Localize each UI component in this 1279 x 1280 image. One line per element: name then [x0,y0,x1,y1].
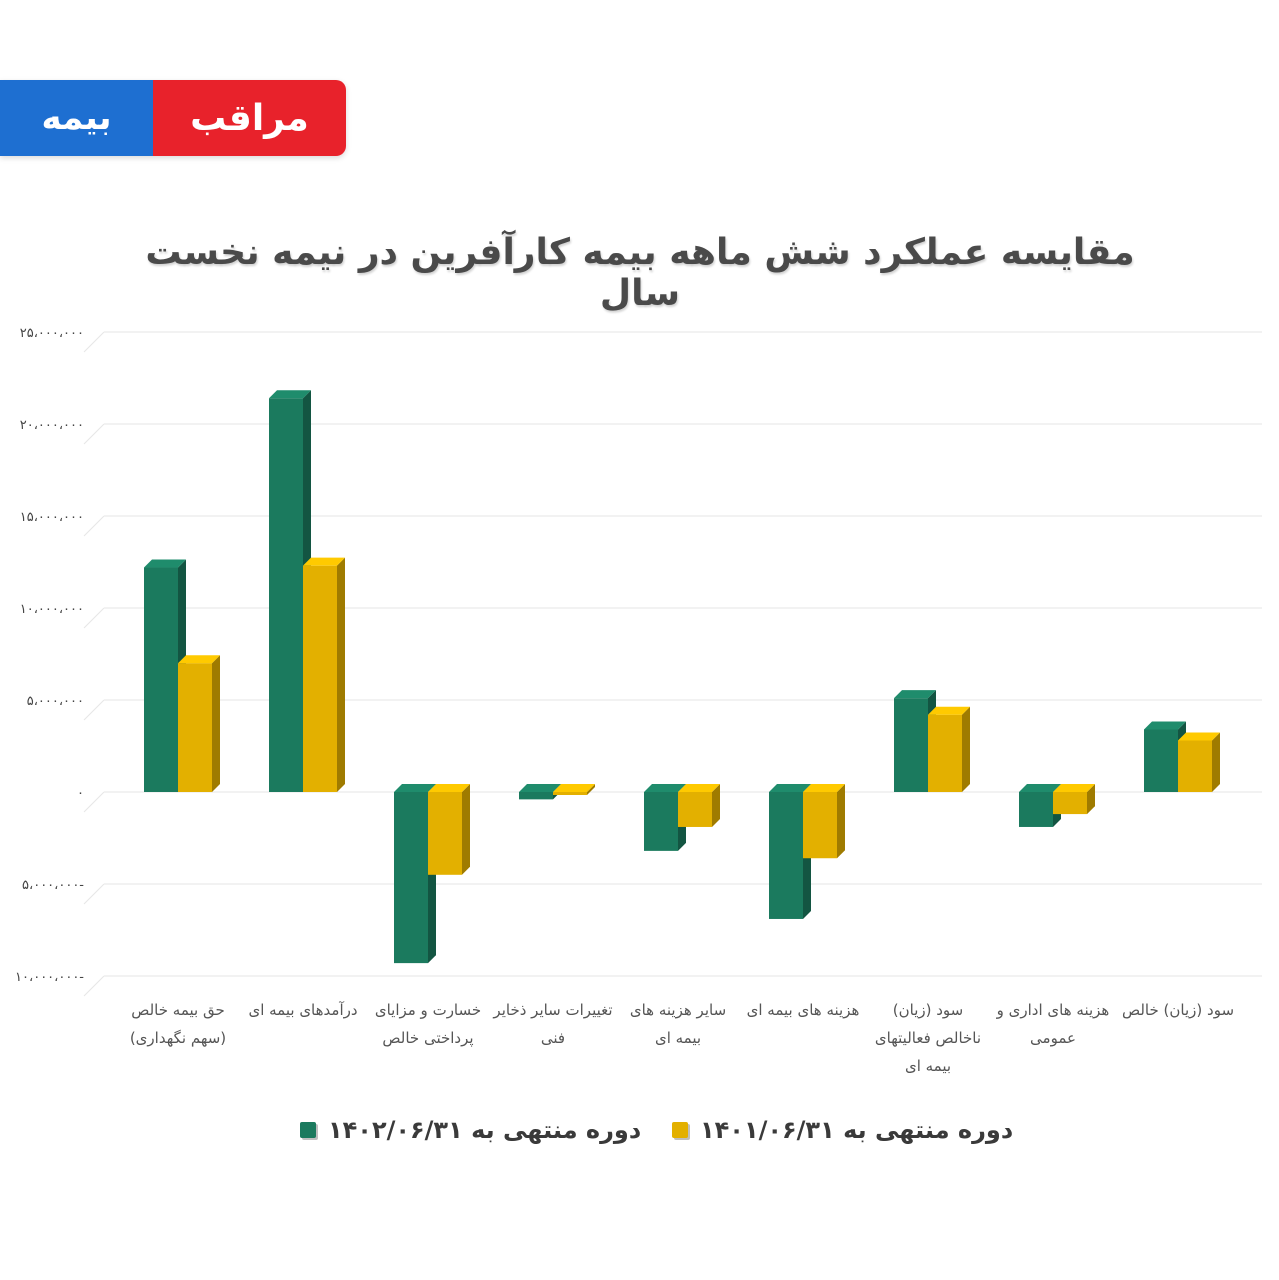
gridline-depth [83,883,105,905]
bar-top-0-7 [1019,784,1061,792]
bar-0-5 [769,792,803,919]
bar-top-1-5 [803,784,845,792]
bar-top-1-2 [428,784,470,792]
logo-red-part: مراقب [153,80,346,156]
y-tick-label: ۵،۰۰۰،۰۰۰ [27,694,84,709]
bar-1-7 [1053,792,1087,815]
bar-1-3 [553,792,587,795]
bar-0-1 [269,398,303,792]
gridline-depth [83,791,105,813]
brand-logo: بیمه مراقب [0,80,346,156]
x-category-label: سود (زیان) خالص [1121,1001,1235,1019]
bar-1-5 [803,792,837,859]
x-category-label: تغییرات سایر ذخایر فنی [493,1001,613,1047]
bar-side-1-2 [462,784,470,875]
bar-top-0-1 [269,390,311,399]
bar-1-8 [1178,740,1212,792]
bar-0-6 [894,698,928,792]
bar-side-1-4 [712,784,720,827]
bar-top-1-1 [303,557,345,566]
bar-side-1-5 [837,784,845,859]
bar-1-1 [303,565,337,792]
x-category-label: درآمدهای بیمه ای [248,1001,358,1019]
bar-top-0-3 [519,784,561,792]
bar-top-1-3 [553,784,595,792]
legend-item-1401: دوره منتهی به ۱۴۰۱/۰۶/۳۱ [672,1116,1013,1144]
y-tick-label: ۰ [77,786,84,801]
gridline-depth [83,699,105,721]
bar-side-1-6 [962,706,970,792]
bar-side-1-8 [1212,732,1220,792]
bar-top-0-8 [1144,721,1186,730]
bar-top-0-4 [644,784,686,792]
legend-swatch-yellow [672,1122,688,1138]
chart-title: مقایسه عملکرد شش ماهه بیمه کارآفرین در ن… [145,232,1135,314]
bar-side-1-7 [1087,784,1095,815]
gridline-depth [83,607,105,629]
gridline-depth [83,975,105,997]
logo-blue-part: بیمه [0,80,153,156]
bar-side-1-0 [212,655,220,792]
bar-top-0-6 [894,690,936,699]
legend-label-1402: دوره منتهی به ۱۴۰۲/۰۶/۳۱ [328,1116,642,1144]
bar-1-2 [428,792,462,875]
gridline-depth [83,515,105,537]
bar-top-1-4 [678,784,720,792]
legend-swatch-green [300,1122,316,1138]
y-tick-label: ۱۰،۰۰۰،۰۰۰ [20,602,84,617]
gridline-depth [83,331,105,353]
y-tick-label: ۱۰،۰۰۰،۰۰۰- [15,970,84,985]
bar-top-0-2 [394,784,436,792]
bar-1-0 [178,663,212,792]
x-category-label: سود (زیان) ناخالص فعالیتهای بیمه ای [874,1001,982,1075]
bar-top-1-8 [1178,732,1220,741]
y-tick-label: ۲۵،۰۰۰،۰۰۰ [20,326,84,341]
x-category-label: هزینه های بیمه ای [746,1001,860,1019]
bar-side-1-1 [337,557,345,792]
bar-top-0-0 [144,559,186,568]
gridline-depth [83,423,105,445]
bar-side-1-3 [587,784,595,795]
y-tick-label: ۵،۰۰۰،۰۰۰- [22,878,84,893]
legend: دوره منتهی به ۱۴۰۲/۰۶/۳۱ دوره منتهی به ۱… [0,1110,1279,1154]
bar-top-0-5 [769,784,811,792]
bar-top-1-7 [1053,784,1095,792]
bar-top-1-6 [928,706,970,715]
bar-0-7 [1019,792,1053,827]
bar-0-8 [1144,729,1178,792]
bar-0-4 [644,792,678,851]
bar-0-3 [519,792,553,800]
bar-1-4 [678,792,712,827]
x-category-label: سایر هزینه های بیمه ای [629,1001,727,1047]
bar-top-1-0 [178,655,220,664]
y-tick-label: ۲۰،۰۰۰،۰۰۰ [20,418,84,433]
legend-item-1402: دوره منتهی به ۱۴۰۲/۰۶/۳۱ [300,1116,641,1144]
bar-1-6 [928,714,962,792]
legend-label-1401: دوره منتهی به ۱۴۰۱/۰۶/۳۱ [700,1116,1014,1144]
x-category-label: خسارت و مزایای پرداختی خالص [374,1001,482,1047]
x-category-label: حق بیمه خالص (سهم نگهداری) [129,1001,227,1047]
bar-0-2 [394,792,428,964]
y-tick-label: ۱۵،۰۰۰،۰۰۰ [20,510,84,525]
bar-0-0 [144,567,178,792]
x-category-label: هزینه های اداری و عمومی [996,1001,1110,1047]
